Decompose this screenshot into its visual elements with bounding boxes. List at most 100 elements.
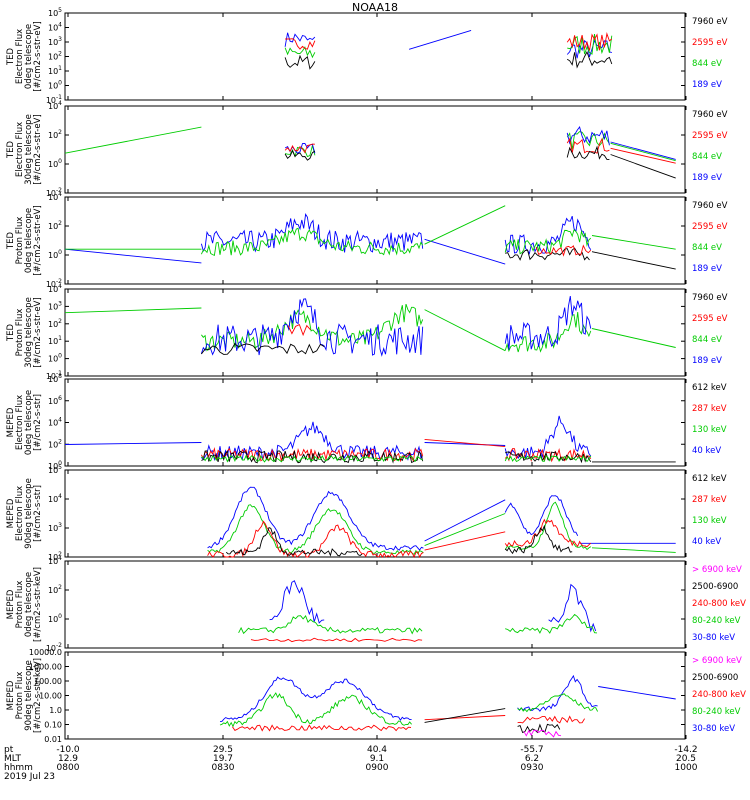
data-series-line [566, 39, 612, 59]
y-tick-label: 105 [48, 7, 62, 18]
y-tick-label: 100 [48, 158, 62, 169]
y-tick-label: 100 [48, 80, 62, 91]
y-tick-label: 0.01 [44, 735, 62, 744]
data-series-line [504, 415, 592, 460]
data-series-line [284, 143, 315, 154]
data-series-line [504, 215, 592, 255]
data-series-line [408, 29, 472, 50]
legend-entry: > 6900 keV [692, 656, 742, 666]
data-series-line [232, 724, 412, 732]
data-series-line [591, 547, 676, 553]
data-series-line [225, 527, 363, 557]
mlt-tick: 9.1 [369, 754, 385, 764]
y-axis-label: TEDElectron Flux0deg telescope[#/cm2-s-s… [6, 21, 43, 91]
time-tick: 0800 [56, 763, 80, 773]
panel: 10-2 100 102 104 TEDElectron Flux30deg teles… [6, 100, 728, 198]
x-tick-column: -14.2 20.5 1000 [656, 746, 716, 773]
data-series-line [238, 615, 423, 635]
data-series-line [566, 145, 610, 160]
chart-title: NOAA18 [351, 1, 399, 14]
data-series-line [424, 438, 506, 448]
y-tick-label: 106 [48, 395, 62, 406]
legend-entry: 612 keV [692, 383, 727, 393]
panel-frame [64, 469, 686, 558]
y-axis-label: MEPEDProton Flux0deg telescope[#/cm2-s-s… [6, 567, 43, 642]
legend-entry: 612 keV [692, 474, 727, 484]
data-series-line [201, 450, 424, 464]
y-tick-label: 104 [48, 283, 62, 294]
x-tick-column: 29.5 19.7 0830 [193, 746, 253, 773]
y-tick-label: 1000.00 [29, 663, 62, 672]
panel-frame [64, 196, 686, 285]
data-series-line [64, 248, 202, 264]
data-series-line [284, 32, 316, 47]
data-series-line [517, 715, 585, 724]
legend-entry: 2595 eV [692, 131, 728, 141]
legend-entry: 40 keV [692, 446, 721, 456]
pt-tick: 40.4 [366, 745, 388, 755]
data-series-line [504, 518, 592, 548]
legend-entry: 130 keV [692, 425, 727, 435]
panel: 10-1 100 101 102 103 104 TEDProton Flux30deg t… [6, 283, 728, 381]
data-series-line [269, 580, 325, 624]
data-series-line [424, 513, 506, 547]
y-tick-label: 104 [48, 493, 62, 504]
data-series-line [200, 227, 424, 257]
legend-entry: 189 eV [692, 173, 722, 183]
row-label-mlt: MLT [4, 754, 22, 764]
data-series-line [504, 311, 592, 353]
pt-tick: -55.7 [520, 745, 544, 755]
data-series-line [505, 613, 598, 634]
time-tick: 0900 [365, 763, 389, 773]
mlt-tick: 20.5 [675, 754, 697, 764]
legend-entry: 30-80 keV [692, 724, 735, 734]
data-series-line [201, 454, 423, 463]
panel: 10-2 100 102 104 TEDProton Flux0deg telescop… [6, 191, 728, 289]
data-series-line [250, 637, 423, 643]
y-tick-label: 103 [48, 36, 62, 47]
y-tick-label: 102 [48, 318, 62, 329]
y-tick-label: 102 [48, 551, 62, 562]
y-tick-label: 104 [48, 100, 62, 111]
y-tick-label: 10-1 [46, 370, 62, 381]
y-tick-label: 100 [48, 249, 62, 260]
y-tick-label: 103 [48, 300, 62, 311]
data-series-line [284, 149, 316, 161]
data-series-line [207, 520, 424, 559]
legend-entry: 80-240 keV [692, 707, 741, 717]
data-series-line [424, 309, 506, 352]
row-label-pt: pt [4, 745, 14, 755]
data-series-line [548, 583, 597, 633]
y-tick-label: 0.10 [44, 721, 62, 730]
legend-entry: 130 keV [692, 516, 727, 526]
data-series-line [64, 442, 202, 445]
y-tick-label: 100 [48, 353, 62, 364]
y-tick-label: 104 [48, 417, 62, 428]
data-series-line [287, 323, 311, 337]
y-axis-label: TEDElectron Flux30deg telescope[#/cm2-s-… [6, 114, 43, 185]
mlt-tick: 6.2 [524, 754, 540, 764]
legend-entry: 30-80 keV [692, 633, 735, 643]
y-axis-label: MEPEDProton Flux90deg telescope[#/cm2-s-… [6, 658, 43, 733]
data-series-line [200, 298, 424, 357]
y-tick-label: 104 [48, 191, 62, 202]
pt-tick: 29.5 [212, 745, 234, 755]
legend-entry: 240-800 keV [692, 599, 746, 609]
time-tick: 0830 [211, 763, 235, 773]
panel-frame [64, 560, 686, 649]
y-axis-label: TEDProton Flux30deg telescope[#/cm2-s-st… [6, 297, 43, 368]
data-series-line [207, 504, 424, 555]
data-series-line [424, 205, 506, 245]
time-tick: 0930 [520, 763, 544, 773]
legend-entry: 287 keV [692, 404, 727, 414]
legend-entry: 2595 eV [692, 314, 728, 324]
y-tick-label: 10-2 [46, 278, 62, 289]
legend-entry: 189 eV [692, 80, 722, 90]
legend-entry: 189 eV [692, 356, 722, 366]
y-tick-label: 100.00 [34, 677, 62, 686]
data-series-line [504, 455, 592, 463]
data-series-line [517, 674, 598, 712]
y-tick-label: 10.00 [39, 692, 62, 701]
legend-entry: 287 keV [692, 495, 727, 505]
